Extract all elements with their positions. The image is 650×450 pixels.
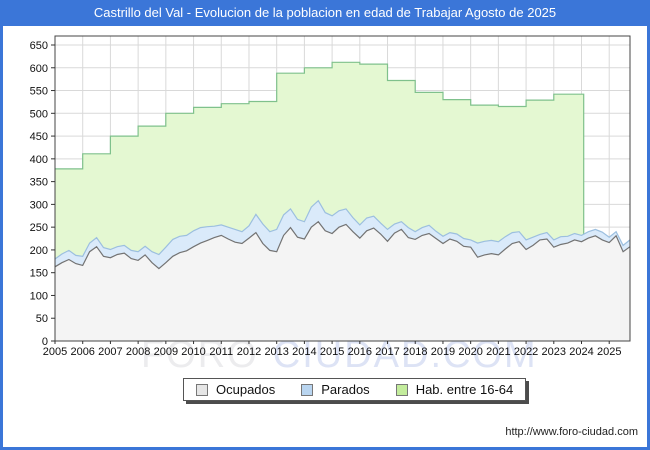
series-line-ocupados [54,220,631,270]
series-line-parados [54,199,631,260]
x-tick-label: 2011 [209,346,233,358]
x-tick-label: 2012 [237,346,261,358]
legend-item-ocupados: Ocupados [196,382,275,397]
x-tick-label: 2015 [320,346,344,358]
y-tick-label: 150 [30,268,48,280]
x-tick-label: 2014 [292,346,316,358]
x-tick-label: 2010 [181,346,205,358]
y-tick-label: 650 [30,40,48,52]
series-area-ocupados [55,221,630,341]
x-tick-label: 2006 [70,346,94,358]
legend-item-parados: Parados [301,382,370,397]
x-tick-label: 2021 [486,346,510,358]
frame-border-right [647,26,650,450]
page-title: Castrillo del Val - Evolucion de la pobl… [93,5,557,20]
y-tick-label: 550 [30,86,48,98]
source-url: http://www.foro-ciudad.com [505,426,638,438]
x-tick-label: 2017 [375,346,399,358]
x-tick-label: 2016 [348,346,372,358]
x-tick-label: 2023 [542,346,566,358]
y-tick-label: 500 [30,108,48,120]
legend-label-hab: Hab. entre 16-64 [415,382,514,397]
y-tick-label: 250 [30,222,48,234]
population-area-chart: 2005 2006 2007 2008 2009 2010 2011 2012 2013 2014… [30,35,631,358]
title-bar: Castrillo del Val - Evolucion de la pobl… [0,0,650,26]
plot-border [54,35,631,342]
x-tick-label: 2020 [458,346,482,358]
x-tick-label: 2009 [154,346,178,358]
x-tick-label: 2019 [431,346,455,358]
legend-item-hab: Hab. entre 16-64 [395,382,514,397]
hab-16-64-swatch-icon [395,383,408,396]
frame-border-left [0,26,3,450]
x-tick-label: 2007 [98,346,122,358]
y-tick-label: 450 [30,131,48,143]
y-tick-label: 0 [42,336,48,348]
ocupados-swatch-icon [196,383,208,396]
x-tick-label: 2008 [126,346,150,358]
y-tick-label: 100 [30,290,48,302]
x-tick-label: 2013 [264,346,288,358]
y-tick-label: 600 [30,63,48,75]
chart-legend: Ocupados Parados Hab. entre 16-64 [183,378,527,401]
legend-label-parados: Parados [321,382,370,397]
x-tick-label: 2018 [403,346,427,358]
y-tick-label: 400 [30,154,48,166]
x-tick-label: 2025 [597,346,621,358]
frame-border-bottom [0,447,650,450]
x-tick-label: 2024 [569,346,593,358]
y-tick-label: 300 [30,199,48,211]
y-tick-label: 350 [30,177,48,189]
x-tick-label: 2005 [43,346,67,358]
legend-label-ocupados: Ocupados [216,382,276,397]
x-tick-label: 2022 [514,346,538,358]
series-line-hab-entre-16-64 [55,61,585,341]
y-tick-label: 50 [36,313,48,325]
y-tick-label: 200 [30,245,48,257]
parados-swatch-icon [301,383,314,396]
